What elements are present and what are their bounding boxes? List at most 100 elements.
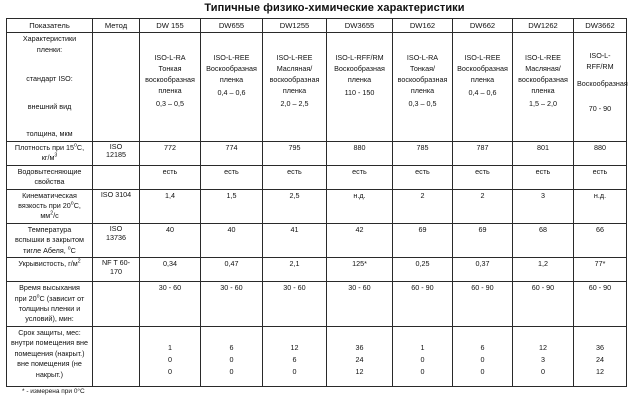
film-desc-dw662: Воскообразная пленка <box>457 64 508 85</box>
value-flash-point-dw655: 40 <box>200 222 263 259</box>
value-density-dw3655: 880 <box>326 140 393 166</box>
method-protection-period <box>92 325 140 387</box>
value-protection-dw1255: 12 6 0 <box>262 325 327 387</box>
table-footnote: * - измерена при 0°С <box>22 387 85 395</box>
spec-table: Показатель Метод DW 155 DW655 DW1255 DW3… <box>6 17 628 387</box>
table-row-protection-period: Срок защиты, мес: внутри помещения вне п… <box>6 325 627 387</box>
cell-film-dw655: ISO-L-REE Воскообразная пленка 0,4 – 0,6 <box>200 32 263 142</box>
value-density-dw3662: 880 <box>573 140 627 166</box>
column-header-method: Метод <box>92 17 140 34</box>
method-water-displacing <box>92 164 140 190</box>
thickness-dw655: 0,4 – 0,6 <box>217 87 246 97</box>
row-label-viscosity: Кинематическая вязкость при 20oС, мм2/с <box>6 188 93 224</box>
value-viscosity-dw162: 2 <box>392 188 453 224</box>
film-desc-dw155: Тонкая воскообразная пленка <box>145 64 195 95</box>
value-flash-point-dw1255: 41 <box>262 222 327 259</box>
value-viscosity-dw1262: 3 <box>512 188 574 224</box>
film-desc-dw3662: Воскообразная <box>577 79 628 89</box>
row-label-protection-period: Срок защиты, мес: внутри помещения вне п… <box>6 325 93 387</box>
row-label-density: Плотность при 15oС, кг/м3 <box>6 140 93 166</box>
column-header-parameter: Показатель <box>6 17 93 34</box>
value-drying-time-dw155: 30 - 60 <box>139 281 201 327</box>
value-water-displacing-dw162: есть <box>392 164 453 190</box>
value-flash-point-dw162: 69 <box>392 222 453 259</box>
value-water-displacing-dw3662: есть <box>573 164 627 190</box>
value-density-dw655: 774 <box>200 140 263 166</box>
table-row-film-characteristics: Характеристики пленки: стандарт ISO: вне… <box>6 32 628 142</box>
value-water-displacing-dw1255: есть <box>262 164 327 190</box>
value-flash-point-dw3662: 66 <box>573 222 627 259</box>
cell-film-dw1262: ISO-L-REE Масляная/ воскообразная пленка… <box>512 32 574 142</box>
value-drying-time-dw662: 60 - 90 <box>452 281 513 327</box>
method-flash-point: ISO 13736 <box>92 222 140 259</box>
value-coverage-dw1255: 2,1 <box>262 257 327 283</box>
value-coverage-dw162: 0,25 <box>392 257 453 283</box>
method-coverage: NF T 60- 170 <box>92 257 140 283</box>
value-coverage-dw662: 0,37 <box>452 257 513 283</box>
iso-standard-dw1255: ISO-L-REE <box>276 53 313 63</box>
protection-label-outdoor-covered: вне помещения (накрыт.) <box>14 338 88 358</box>
value-flash-point-dw3655: 42 <box>326 222 393 259</box>
table-row-flash-point: Температура вспышки в закрытом тигле Абеля… <box>6 222 627 259</box>
table-row-water-displacing: Водовытесняющие свойства есть есть есть е… <box>6 164 627 190</box>
value-viscosity-dw1255: 2,5 <box>262 188 327 224</box>
table-row-viscosity: Кинематическая вязкость при 20oС, мм2/с IS… <box>6 188 627 224</box>
row-label-film-characteristics: Характеристики пленки: стандарт ISO: вне… <box>6 32 93 142</box>
value-water-displacing-dw655: есть <box>200 164 263 190</box>
iso-standard-dw1262: ISO-L-REE <box>525 53 561 63</box>
value-viscosity-dw3662: н.д. <box>573 188 627 224</box>
column-header-dw1262: DW1262 <box>512 17 574 34</box>
film-char-view-label: внешний вид <box>27 101 72 111</box>
method-viscosity: ISO 3104 <box>92 188 140 224</box>
value-drying-time-dw1262: 60 - 90 <box>512 281 574 327</box>
cell-film-dw3662: ISO-L- RFF/RM Воскообразная 70 - 90 <box>573 32 628 142</box>
iso-standard-dw655: ISO-L-REE <box>213 53 250 63</box>
film-char-line-2: пленки: <box>36 44 63 54</box>
value-flash-point-dw662: 69 <box>452 222 513 259</box>
iso-standard-dw162: ISO-L-RA <box>406 53 439 63</box>
value-drying-time-dw655: 30 - 60 <box>200 281 263 327</box>
protection-label-outdoor-uncovered: вне помещения (не накрыт.) <box>17 359 82 379</box>
value-coverage-dw3655: 125* <box>326 257 393 283</box>
value-flash-point-dw155: 40 <box>139 222 201 259</box>
column-header-dw655: DW655 <box>200 17 263 34</box>
value-protection-dw3655: 36 24 12 <box>326 325 393 387</box>
table-row-coverage: Укрывистость, г/м2 NF T 60- 170 0,34 0,47… <box>6 257 627 283</box>
column-header-dw162: DW162 <box>392 17 453 34</box>
cell-film-dw662: ISO-L-REE Воскообразная пленка 0,4 – 0,6 <box>452 32 513 142</box>
thickness-dw155: 0,3 – 0,5 <box>156 98 184 108</box>
film-desc-dw162: Тонкая/ воскообразная пленка <box>397 64 448 95</box>
cell-film-dw155: ISO-L-RA Тонкая воскообразная пленка 0,3… <box>139 32 201 142</box>
row-label-coverage: Укрывистость, г/м2 <box>6 257 93 283</box>
thickness-dw162: 0,3 – 0,5 <box>408 98 437 108</box>
iso-standard-dw3662: ISO-L- RFF/RM <box>586 51 614 72</box>
value-viscosity-dw662: 2 <box>452 188 513 224</box>
column-header-dw155: DW 155 <box>139 17 201 34</box>
value-protection-dw655: 6 0 0 <box>200 325 263 387</box>
value-protection-dw162: 1 0 0 <box>392 325 453 387</box>
thickness-dw662: 0,4 – 0,6 <box>468 87 497 97</box>
thickness-dw3655: 110 - 150 <box>344 87 375 97</box>
value-density-dw662: 787 <box>452 140 513 166</box>
value-water-displacing-dw662: есть <box>452 164 513 190</box>
film-desc-dw655: Воскообразная пленка <box>206 64 257 85</box>
value-density-dw155: 772 <box>139 140 201 166</box>
row-label-water-displacing: Водовытесняющие свойства <box>6 164 93 190</box>
film-desc-dw1262: Масляная/ воскообразная пленка <box>518 64 568 95</box>
value-drying-time-dw3655: 30 - 60 <box>326 281 393 327</box>
column-header-dw662: DW662 <box>452 17 513 34</box>
value-protection-dw3662: 36 24 12 <box>573 325 627 387</box>
value-density-dw162: 785 <box>392 140 453 166</box>
protection-label-indoor: внутри помещения <box>10 338 75 348</box>
column-header-dw1255: DW1255 <box>262 17 327 34</box>
value-drying-time-dw3662: 60 - 90 <box>573 281 627 327</box>
value-density-dw1255: 795 <box>262 140 327 166</box>
thickness-dw3662: 70 - 90 <box>588 103 612 113</box>
method-density: ISO 12185 <box>92 140 140 166</box>
value-water-displacing-dw3655: есть <box>326 164 393 190</box>
iso-standard-dw155: ISO-L-RA <box>154 53 186 63</box>
value-viscosity-dw155: 1,4 <box>139 188 201 224</box>
film-desc-dw1255: Масляная/ воскообразная пленка <box>269 64 320 95</box>
value-coverage-dw155: 0,34 <box>139 257 201 283</box>
cell-film-dw162: ISO-L-RA Тонкая/ воскообразная пленка 0,… <box>392 32 453 142</box>
